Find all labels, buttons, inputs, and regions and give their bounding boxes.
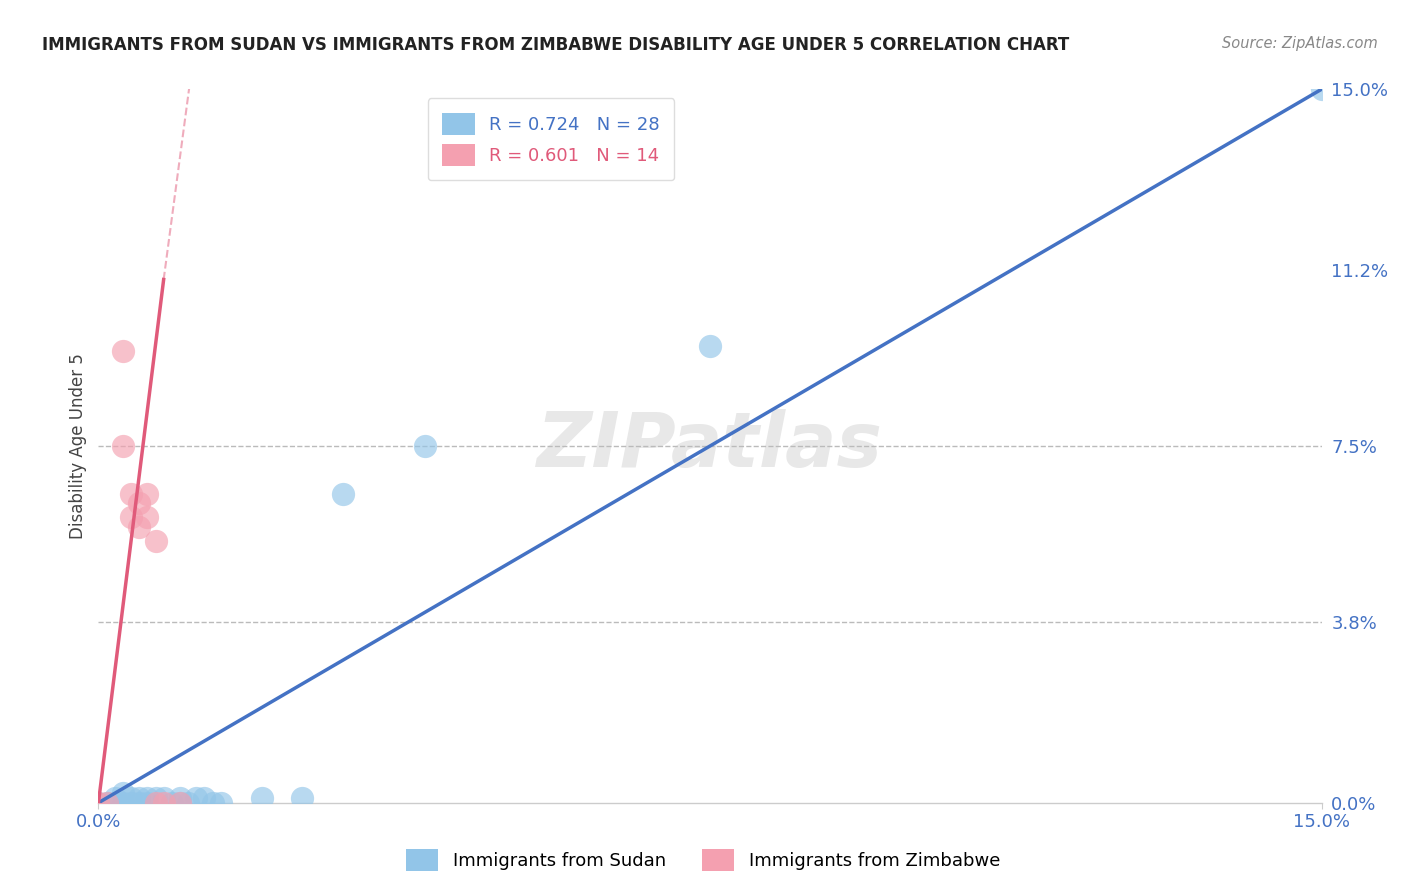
Point xyxy=(169,796,191,810)
Point xyxy=(193,791,215,805)
Point xyxy=(186,791,208,805)
Point xyxy=(104,796,127,810)
Point xyxy=(104,791,127,805)
Y-axis label: Disability Age Under 5: Disability Age Under 5 xyxy=(69,353,87,539)
Point xyxy=(136,486,159,500)
Point xyxy=(136,791,159,805)
Legend: R = 0.724   N = 28, R = 0.601   N = 14: R = 0.724 N = 28, R = 0.601 N = 14 xyxy=(427,98,675,180)
Point xyxy=(120,796,142,810)
Point xyxy=(128,520,150,534)
Point xyxy=(96,796,118,810)
Point xyxy=(332,486,354,500)
Point xyxy=(96,796,118,810)
Point xyxy=(128,796,150,810)
Point xyxy=(145,791,167,805)
Point xyxy=(177,796,200,810)
Point xyxy=(87,796,110,810)
Point xyxy=(128,496,150,510)
Legend: Immigrants from Sudan, Immigrants from Zimbabwe: Immigrants from Sudan, Immigrants from Z… xyxy=(398,842,1008,879)
Point xyxy=(160,796,183,810)
Text: IMMIGRANTS FROM SUDAN VS IMMIGRANTS FROM ZIMBABWE DISABILITY AGE UNDER 5 CORRELA: IMMIGRANTS FROM SUDAN VS IMMIGRANTS FROM… xyxy=(42,36,1070,54)
Point xyxy=(145,796,167,810)
Point xyxy=(1310,82,1333,96)
Point xyxy=(111,343,134,358)
Point xyxy=(111,786,134,800)
Point xyxy=(413,439,436,453)
Point xyxy=(136,510,159,524)
Point xyxy=(120,510,142,524)
Point xyxy=(136,796,159,810)
Point xyxy=(111,796,134,810)
Point xyxy=(145,534,167,549)
Text: ZIPatlas: ZIPatlas xyxy=(537,409,883,483)
Point xyxy=(152,796,174,810)
Point xyxy=(111,439,134,453)
Point xyxy=(128,791,150,805)
Point xyxy=(699,339,721,353)
Point xyxy=(169,791,191,805)
Point xyxy=(152,791,174,805)
Point xyxy=(169,796,191,810)
Point xyxy=(120,791,142,805)
Point xyxy=(209,796,232,810)
Point xyxy=(291,791,314,805)
Text: Source: ZipAtlas.com: Source: ZipAtlas.com xyxy=(1222,36,1378,51)
Point xyxy=(87,796,110,810)
Point xyxy=(120,486,142,500)
Point xyxy=(250,791,273,805)
Point xyxy=(201,796,224,810)
